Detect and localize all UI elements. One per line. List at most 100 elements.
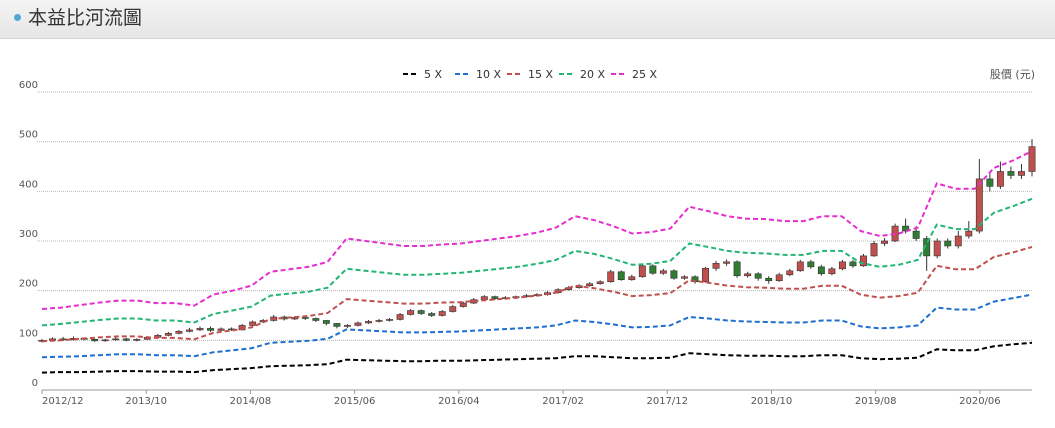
candle	[744, 271, 752, 278]
legend-label: 5 X	[424, 68, 442, 81]
candle	[954, 231, 962, 249]
candle	[491, 295, 499, 301]
legend: 5 X 10 X 15 X 20 X 25 X	[403, 68, 657, 81]
candle	[207, 326, 214, 332]
candle	[617, 270, 625, 281]
candle	[396, 313, 404, 321]
candle	[775, 272, 783, 282]
candle	[638, 263, 646, 278]
legend-item: 15 X	[507, 68, 553, 81]
x-axis-ticks: 2012/12 2013/10 2014/08 2015/06 2016/04 2017/…	[41, 390, 1001, 407]
candle	[902, 218, 910, 234]
candle	[185, 327, 193, 333]
x-tick-label: 2012/12	[42, 396, 84, 407]
y-tick-label: 100	[19, 328, 38, 339]
candle	[975, 159, 983, 234]
candle	[407, 309, 415, 316]
candle	[101, 338, 109, 342]
candle	[175, 329, 183, 335]
candle	[649, 264, 657, 275]
candle	[343, 323, 351, 328]
candle	[1007, 166, 1015, 179]
x-tick-label: 2020/06	[959, 396, 1001, 407]
candle	[438, 310, 446, 317]
y-tick-label: 600	[19, 80, 38, 91]
legend-item: 5 X	[403, 68, 442, 81]
y-tick-label: 0	[32, 378, 38, 389]
candle	[817, 264, 825, 276]
legend-item: 25 X	[611, 68, 657, 81]
candle	[133, 338, 141, 342]
candle	[754, 272, 762, 281]
candle	[312, 317, 320, 322]
candle	[870, 241, 878, 257]
y-grid	[37, 91, 1032, 391]
x-tick-label: 2017/12	[646, 396, 688, 407]
candle	[375, 318, 383, 323]
series-line-5x	[41, 341, 1033, 374]
x-tick-label: 2014/08	[230, 396, 272, 407]
candle	[807, 259, 815, 269]
candlesticks	[38, 139, 1036, 343]
candle	[944, 238, 952, 249]
candle	[881, 238, 889, 246]
candle	[607, 269, 615, 283]
candle	[217, 327, 225, 332]
x-tick-label: 2019/08	[855, 396, 897, 407]
candle	[449, 305, 457, 313]
candle	[417, 309, 425, 316]
candle	[1018, 164, 1025, 179]
candle	[691, 275, 699, 284]
y-axis-label: 股價 (元)	[990, 67, 1035, 81]
candle	[196, 326, 204, 331]
candle	[986, 171, 994, 192]
candle	[680, 275, 688, 280]
candle	[659, 268, 667, 275]
legend-item: 20 X	[559, 68, 605, 81]
candle	[112, 337, 120, 341]
candle	[786, 268, 794, 277]
series-line-25x	[41, 150, 1033, 310]
candle	[712, 260, 720, 271]
candle	[1028, 139, 1036, 177]
candle	[733, 260, 741, 278]
y-tick-label: 200	[19, 279, 38, 290]
y-tick-label: 300	[19, 229, 38, 240]
candle	[428, 312, 436, 317]
bullet-icon	[14, 14, 21, 21]
candle	[838, 259, 846, 271]
candle	[91, 338, 99, 342]
candle	[765, 276, 773, 284]
candle	[365, 319, 372, 324]
x-tick-label: 2017/02	[542, 396, 584, 407]
legend-item: 10 X	[455, 68, 501, 81]
candle	[628, 274, 636, 281]
page-header: 本益比河流圖	[0, 0, 1055, 39]
candle	[386, 317, 394, 322]
page-title: 本益比河流圖	[28, 7, 143, 29]
candle	[164, 331, 172, 337]
series-line-15x	[41, 246, 1033, 343]
candle	[333, 322, 341, 329]
candle	[933, 238, 941, 259]
y-tick-label: 500	[19, 130, 38, 141]
candle	[586, 282, 594, 287]
series-line-10x	[41, 293, 1033, 359]
y-tick-label: 400	[19, 179, 38, 190]
candle	[849, 259, 857, 268]
candle	[354, 321, 362, 327]
candle	[796, 259, 804, 272]
candle	[322, 319, 330, 326]
y-axis-ticks: 0 100 200 300 400 500 600	[19, 80, 38, 389]
candle	[596, 280, 604, 285]
legend-label: 15 X	[528, 68, 553, 81]
candle	[249, 320, 257, 327]
x-tick-label: 2018/10	[751, 396, 793, 407]
candle	[996, 161, 1004, 189]
series-line-20x	[41, 197, 1033, 327]
river-lines	[41, 150, 1033, 374]
x-tick-label: 2015/06	[334, 396, 376, 407]
candle	[828, 266, 836, 276]
candle	[891, 223, 899, 242]
